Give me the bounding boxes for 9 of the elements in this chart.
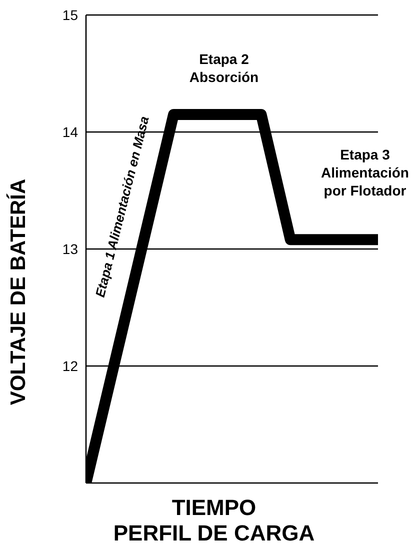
- y-tick-label: 14: [62, 124, 78, 140]
- y-tick-label: 13: [62, 240, 78, 257]
- x-axis-title: TIEMPO: [172, 495, 256, 521]
- annotation: Etapa 2 Absorción: [189, 50, 259, 86]
- y-tick-label: 15: [62, 6, 78, 23]
- annotation: Etapa 3 Alimentación por Flotador: [321, 146, 409, 200]
- y-tick-label: 12: [62, 358, 78, 374]
- y-axis-title: VOLTAJE DE BATERÍA: [7, 178, 31, 406]
- text: PERFIL DE CARGA: [113, 520, 315, 545]
